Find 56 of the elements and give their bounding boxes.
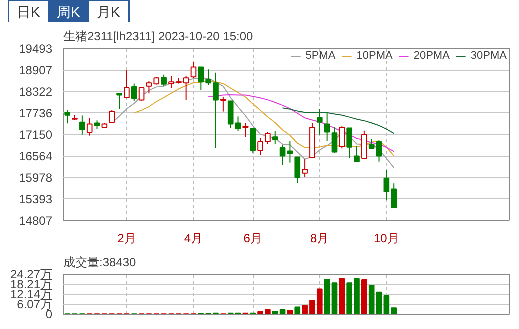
candlestick <box>161 74 167 87</box>
candlestick <box>324 112 330 142</box>
x-tick-label: 8月 <box>310 232 330 246</box>
y-tick-label: 16564 <box>19 150 53 164</box>
y-tick-label: 18322 <box>19 84 53 99</box>
bar <box>294 306 301 314</box>
candlestick <box>86 118 93 136</box>
y-tick-label: 19493 <box>19 42 53 56</box>
y-tick-label: 15393 <box>19 192 53 206</box>
candlestick <box>280 144 286 166</box>
y-tick-label: 24.27万 <box>10 268 52 282</box>
candlestick <box>272 131 278 145</box>
candlestick <box>287 140 294 164</box>
x-tick-label: 2月 <box>118 232 136 246</box>
candlestick <box>116 92 122 110</box>
candlestick <box>190 62 197 79</box>
y-tick-label: 14807 <box>19 214 53 228</box>
candlestick <box>250 128 256 154</box>
y-tick-label: 18907 <box>19 64 53 78</box>
legend-label: 10PMA <box>356 50 393 62</box>
candlestick <box>294 156 301 184</box>
bar <box>362 280 368 314</box>
legend-label: 20PMA <box>414 50 450 62</box>
candlestick <box>124 70 130 100</box>
bar <box>339 278 346 314</box>
line-series <box>282 108 395 134</box>
legend-label: 5PMA <box>306 50 336 62</box>
text: 月K <box>89 1 129 23</box>
candlestick <box>109 110 116 124</box>
x-tick-label: 10月 <box>374 232 400 246</box>
bar <box>332 282 338 314</box>
y-tick-label: 15978 <box>19 171 53 186</box>
candlestick <box>362 130 368 160</box>
candlestick <box>316 108 323 136</box>
bar <box>324 279 330 314</box>
candlestick <box>339 126 346 150</box>
candlestick <box>80 115 86 136</box>
text: 周K <box>49 1 89 23</box>
candlestick <box>131 83 138 102</box>
candlestick <box>64 110 70 124</box>
candlestick <box>242 122 249 138</box>
chart-title: 生猪2311[lh2311] 2023-10-20 15:00 <box>64 30 254 44</box>
bar <box>287 310 294 314</box>
candlestick <box>302 159 308 178</box>
x-tick-label: 4月 <box>184 232 204 246</box>
candlestick <box>332 127 338 154</box>
candlestick <box>346 128 352 160</box>
legend-label: 30PMA <box>470 50 507 62</box>
y-tick-label: 17150 <box>19 128 53 142</box>
candlestick <box>220 96 226 112</box>
y-tick-label: 17736 <box>19 106 53 120</box>
x-tick-label: 6月 <box>244 232 262 246</box>
text: 日K <box>9 1 49 23</box>
candlestick <box>138 86 145 102</box>
candlestick <box>354 146 360 162</box>
chart-title: 成交量:38430 <box>64 256 137 270</box>
